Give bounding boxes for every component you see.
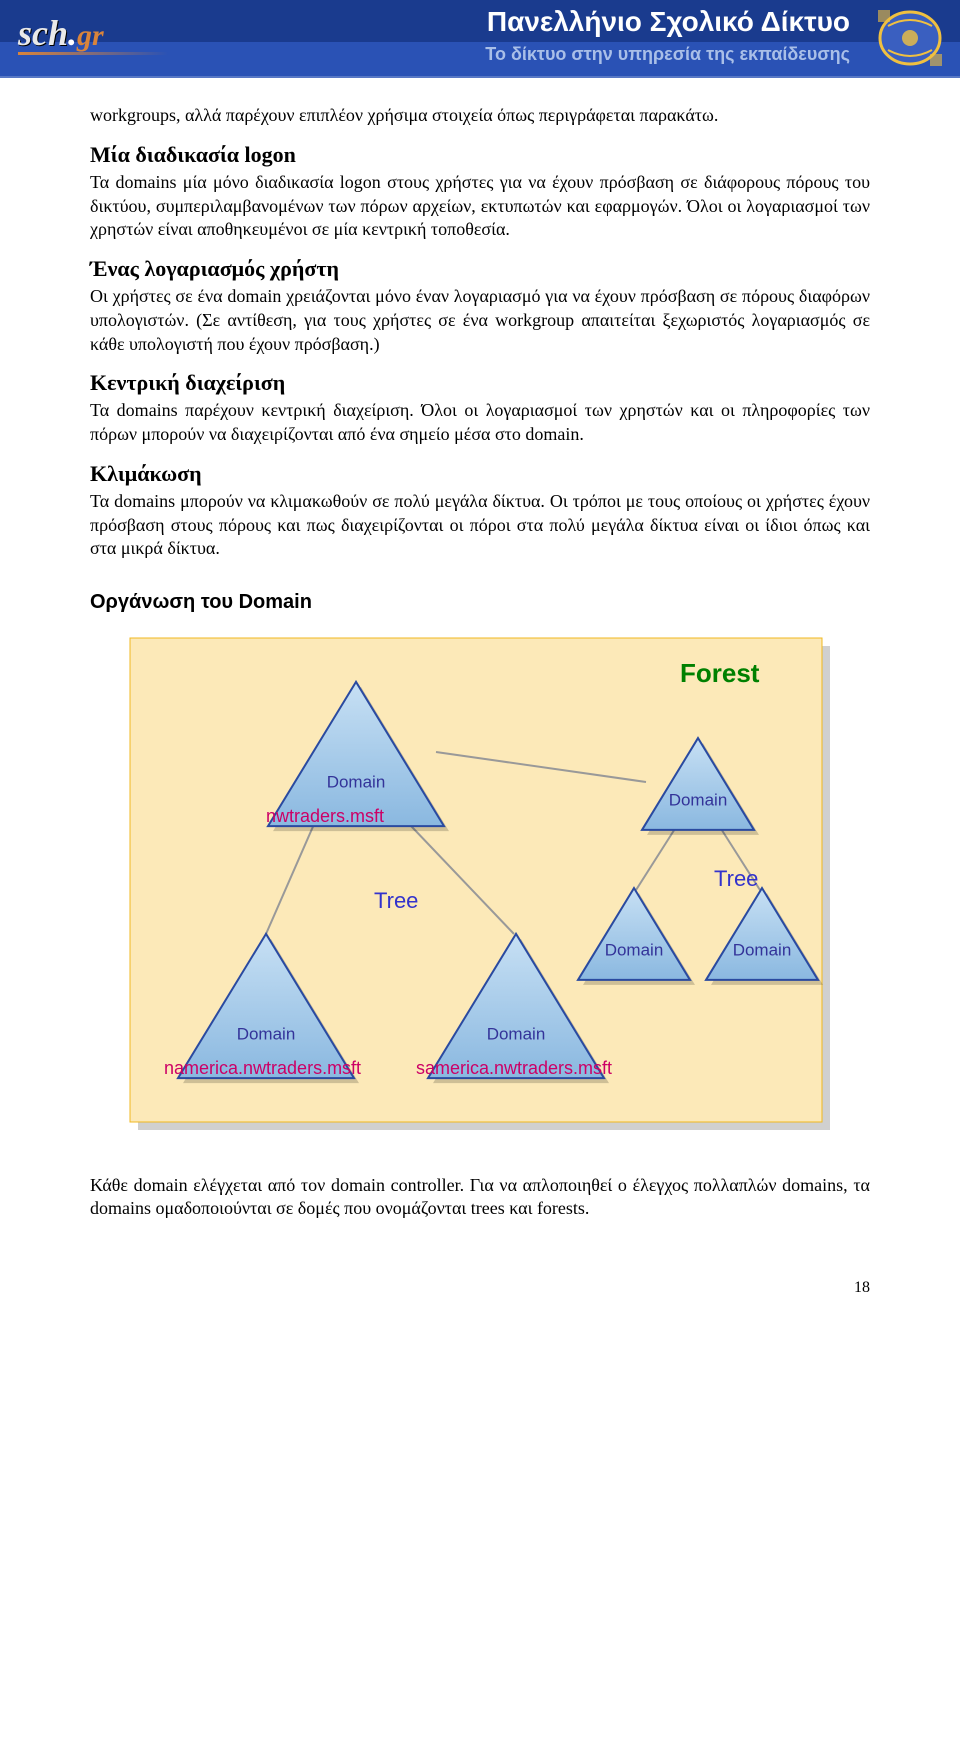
- page-number: 18: [90, 1277, 870, 1298]
- logo-underline: [18, 52, 168, 55]
- svg-text:Domain: Domain: [669, 790, 728, 809]
- logo-text-gr: gr: [77, 19, 104, 53]
- banner-title: Πανελλήνιο Σχολικό Δίκτυο: [487, 6, 850, 38]
- section-text-account: Οι χρήστες σε ένα domain χρειάζονται μόν…: [90, 285, 870, 356]
- svg-text:samerica.nwtraders.msft: samerica.nwtraders.msft: [416, 1058, 612, 1078]
- svg-text:Domain: Domain: [605, 940, 664, 959]
- diagram-container: Domain nwtraders.msft Domain namerica.nwtra…: [90, 634, 870, 1134]
- logo-text-dot: .: [68, 12, 77, 54]
- svg-text:nwtraders.msft: nwtraders.msft: [266, 806, 384, 826]
- logo-text-sch: sch: [18, 12, 68, 54]
- svg-text:Domain: Domain: [327, 772, 386, 791]
- closing-paragraph: Κάθε domain ελέγχεται από τον domain con…: [90, 1174, 870, 1222]
- site-banner: sch.gr Πανελλήνιο Σχολικό Δίκτυο Το δίκτ…: [0, 0, 960, 78]
- page-body: workgroups, αλλά παρέχουν επιπλέον χρήσι…: [0, 78, 960, 1338]
- section-heading-scaling: Κλιμάκωση: [90, 459, 870, 488]
- section-heading-org: Οργάνωση του Domain: [90, 589, 870, 615]
- section-heading-logon: Μία διαδικασία logon: [90, 140, 870, 169]
- section-text-central: Τα domains παρέχουν κεντρική διαχείριση.…: [90, 399, 870, 447]
- banner-subtitle: Το δίκτυο στην υπηρεσία της εκπαίδευσης: [485, 44, 850, 65]
- svg-text:Domain: Domain: [733, 940, 792, 959]
- emblem-icon: [874, 6, 946, 70]
- svg-text:namerica.nwtraders.msft: namerica.nwtraders.msft: [164, 1058, 361, 1078]
- section-heading-central: Κεντρική διαχείριση: [90, 368, 870, 397]
- svg-text:Domain: Domain: [487, 1024, 546, 1043]
- svg-text:Tree: Tree: [374, 888, 418, 913]
- svg-text:Tree: Tree: [714, 866, 758, 891]
- intro-paragraph: workgroups, αλλά παρέχουν επιπλέον χρήσι…: [90, 104, 870, 128]
- site-logo: sch.gr: [18, 12, 104, 54]
- svg-text:Forest: Forest: [680, 658, 760, 688]
- section-text-scaling: Τα domains μπορούν να κλιμακωθούν σε πολ…: [90, 490, 870, 561]
- section-heading-account: Ένας λογαριασμός χρήστη: [90, 254, 870, 283]
- svg-text:Domain: Domain: [237, 1024, 296, 1043]
- section-text-logon: Τα domains μία μόνο διαδικασία logon στο…: [90, 171, 870, 242]
- forest-tree-diagram: Domain nwtraders.msft Domain namerica.nwtra…: [126, 634, 834, 1134]
